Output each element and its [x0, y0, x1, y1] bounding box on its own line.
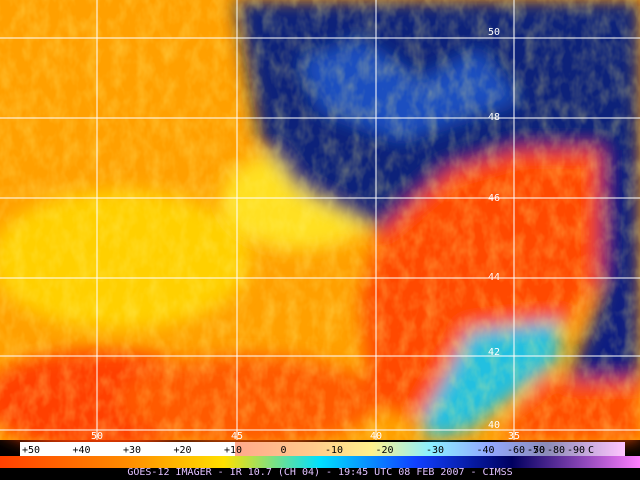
graticule	[0, 0, 640, 440]
longitude-label: 35	[508, 431, 520, 442]
longitude-label: 50	[91, 431, 103, 442]
longitude-label: 45	[231, 431, 243, 442]
scale-label: +40	[72, 445, 90, 456]
scale-label: -30	[426, 445, 444, 456]
caption: GOES-12 IMAGER - IR 10.7 (CH 04) - 19:45…	[127, 467, 512, 478]
scale-label: -40	[476, 445, 494, 456]
latitude-label: 44	[488, 272, 500, 283]
latitude-label: 40	[488, 420, 500, 431]
latitude-label: 50	[488, 27, 500, 38]
scale-label: +50	[22, 445, 40, 456]
latitude-label: 48	[488, 112, 500, 123]
color-scale: +50 +40 +30 +20 +10 0 -10 -20 -30 -40 -50-60 -70 -80…	[0, 442, 640, 468]
longitude-labels: 50 45 40 35	[91, 431, 520, 442]
scale-overlay	[235, 442, 625, 456]
scale-label: -70	[527, 445, 545, 456]
scale-label: +10	[224, 445, 242, 456]
latitude-label: 46	[488, 193, 500, 204]
scale-label: -20	[375, 445, 393, 456]
latitude-labels: 50 48 46 44 42 40	[488, 27, 500, 431]
scale-label: +20	[173, 445, 191, 456]
scale-strip	[0, 456, 640, 468]
scale-label: C	[588, 445, 594, 456]
scale-label: -90	[567, 445, 585, 456]
scale-label: -80	[547, 445, 565, 456]
imagery	[0, 0, 640, 450]
scale-white	[20, 442, 235, 456]
latitude-label: 42	[488, 347, 500, 358]
scale-label: +30	[123, 445, 141, 456]
scale-label: -60	[507, 445, 525, 456]
longitude-label: 40	[370, 431, 382, 442]
scale-label: 0	[280, 445, 286, 456]
scale-label: -10	[325, 445, 343, 456]
scale-label: -50	[527, 445, 545, 456]
